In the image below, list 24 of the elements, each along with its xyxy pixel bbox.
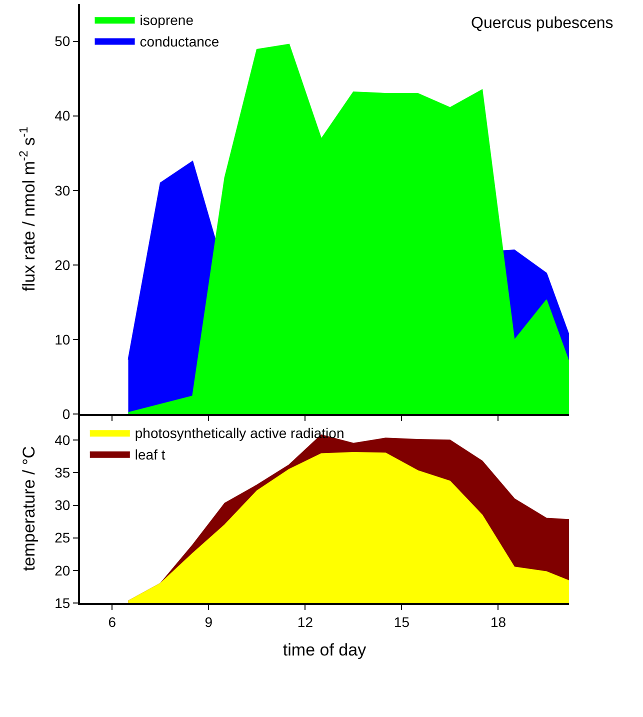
y-tick-label: 40 [54, 108, 70, 124]
legend-label: conductance [140, 33, 220, 50]
x-tick-label: 15 [394, 614, 410, 630]
y-tick-label: 0 [62, 406, 70, 422]
y-axis-title: temperature / °C [20, 446, 39, 571]
x-tick-label: 9 [204, 614, 213, 630]
y-tick-label: 30 [54, 497, 70, 514]
annotation: Quercus pubescens [471, 15, 614, 32]
legend-label: isoprene [140, 12, 194, 28]
y-tick-label: 25 [54, 530, 70, 546]
x-tick-label: 12 [297, 614, 314, 630]
y-tick-label: 10 [54, 331, 70, 348]
y-tick-label: 20 [54, 256, 70, 273]
x-axis-title: time of day [282, 640, 367, 660]
legend-label: leaf t [134, 446, 166, 462]
x-tick-label: 6 [108, 614, 116, 630]
y-tick-label: 15 [54, 594, 70, 611]
y-tick-label: 40 [54, 432, 70, 448]
y-tick-label: 35 [54, 464, 70, 481]
y-tick-label: 20 [54, 562, 70, 578]
y-tick-label: 50 [54, 33, 70, 50]
legend-label: photosynthetically active radiation [134, 425, 344, 442]
y-tick-label: 30 [54, 182, 70, 198]
x-tick-label: 18 [490, 614, 506, 630]
